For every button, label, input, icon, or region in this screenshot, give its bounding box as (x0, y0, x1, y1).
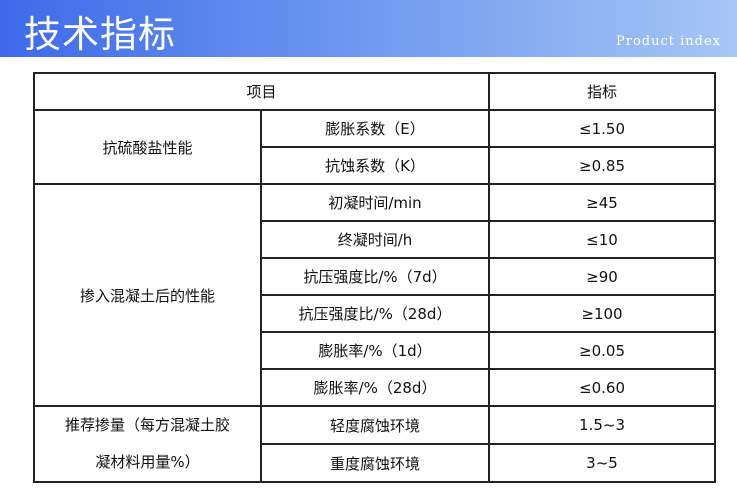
page-title: 技术指标 (24, 13, 176, 56)
item-cell: 终凝时间/h (260, 220, 490, 259)
table-row: 推荐掺量（每方混凝土胶 凝材料用量%） 轻度腐蚀环境 1.5~3 (33, 405, 716, 483)
group-label: 掺入混凝土后的性能 (33, 183, 262, 407)
table-row: 抗压强度比/%（28d） ≥100 (34, 294, 716, 333)
table-row: 抗蚀系数（K） ≥0.85 (34, 146, 716, 185)
item-cell: 初凝时间/min (260, 183, 490, 222)
item-cell: 重度腐蚀环境 (260, 443, 490, 483)
item-cell: 轻度腐蚀环境 (260, 405, 490, 445)
item-cell: 抗压强度比/%（28d） (260, 294, 490, 333)
table-row: 抗硫酸盐性能 膨胀系数（E） ≤1.50 (33, 109, 716, 185)
value-cell: ≥0.85 (488, 146, 716, 185)
value-cell: ≤1.50 (488, 109, 716, 148)
group-label: 抗硫酸盐性能 (33, 109, 262, 185)
header-value: 指标 (488, 72, 716, 111)
table-row: 终凝时间/h ≤10 (34, 220, 716, 259)
table-row: 重度腐蚀环境 3~5 (34, 443, 716, 483)
table-row: 抗压强度比/%（7d） ≥90 (34, 257, 716, 296)
value-cell: 1.5~3 (488, 405, 716, 445)
table-row: 膨胀率/%（1d） ≥0.05 (34, 331, 716, 370)
item-cell: 抗压强度比/%（7d） (260, 257, 490, 296)
table-row: 膨胀率/%（28d） ≤0.60 (34, 368, 716, 407)
item-cell: 膨胀率/%（28d） (260, 368, 490, 407)
value-cell: ≥45 (488, 183, 716, 222)
table-row: 掺入混凝土后的性能 初凝时间/min ≥45 (33, 183, 716, 407)
value-cell: ≥100 (488, 294, 716, 333)
value-cell: ≥0.05 (488, 331, 716, 370)
value-cell: ≥90 (488, 257, 716, 296)
header-banner: 技术指标 Product index (0, 0, 737, 57)
group-label-line2: 凝材料用量%） (95, 453, 200, 471)
header-item: 项目 (33, 72, 490, 111)
item-cell: 膨胀率/%（1d） (260, 331, 490, 370)
page-subtitle: Product index (616, 34, 721, 49)
item-cell: 膨胀系数（E） (260, 109, 490, 148)
spec-table: 项目 指标 抗硫酸盐性能 膨胀系数（E） ≤1.50 抗蚀系数（K） ≥0.85… (33, 72, 716, 483)
table-header-row: 项目 指标 (33, 72, 716, 111)
value-cell: 3~5 (488, 443, 716, 483)
group-label-line1: 推荐掺量（每方混凝土胶 (64, 416, 230, 434)
group-label: 推荐掺量（每方混凝土胶 凝材料用量%） (33, 405, 262, 483)
value-cell: ≤0.60 (488, 368, 716, 407)
value-cell: ≤10 (488, 220, 716, 259)
item-cell: 抗蚀系数（K） (260, 146, 490, 185)
